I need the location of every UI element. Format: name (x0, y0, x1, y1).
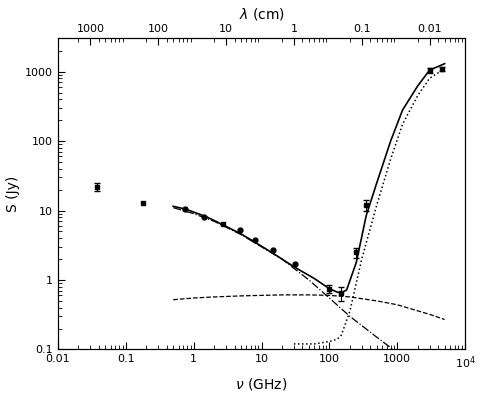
X-axis label: $\nu$ (GHz): $\nu$ (GHz) (235, 377, 287, 392)
Y-axis label: S (Jy): S (Jy) (6, 176, 20, 212)
X-axis label: $\lambda$ (cm): $\lambda$ (cm) (238, 6, 284, 21)
